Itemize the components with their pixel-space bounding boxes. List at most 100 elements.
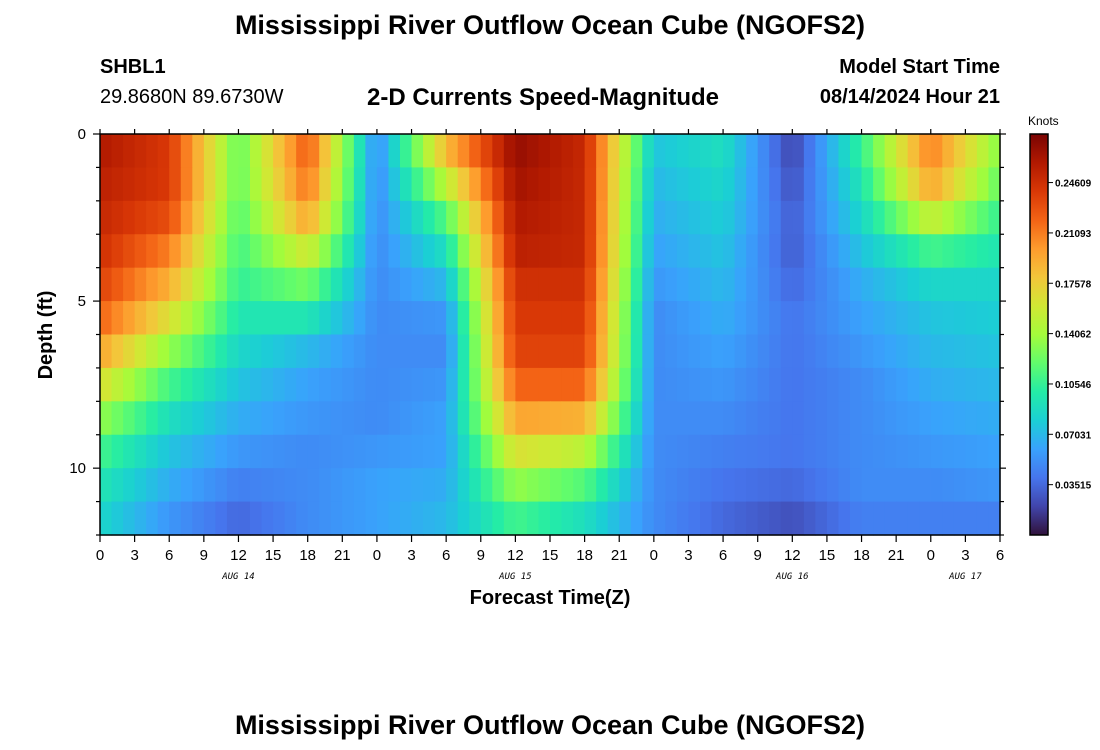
heatmap-cell — [192, 334, 205, 369]
heatmap-cell — [550, 434, 563, 469]
heatmap-cell — [584, 301, 597, 336]
heatmap-cell — [215, 267, 228, 302]
heatmap-cell — [676, 267, 690, 302]
heatmap-cell — [134, 301, 147, 336]
heatmap-cell — [365, 501, 378, 536]
chart-subtitle: 2-D Currents Speed-Magnitude — [367, 84, 720, 111]
heatmap-cell — [953, 134, 966, 169]
heatmap-cell — [930, 334, 943, 369]
heatmap-cell — [307, 434, 320, 469]
heatmap-cell — [503, 501, 516, 536]
heatmap-cell — [261, 334, 274, 369]
heatmap-cell — [180, 167, 193, 202]
heatmap-cell — [388, 468, 401, 503]
heatmap-cell — [873, 167, 886, 202]
heatmap-cell — [353, 334, 366, 369]
heatmap-cell — [503, 200, 516, 235]
heatmap-cell — [769, 267, 782, 302]
heatmap-cell — [815, 468, 828, 503]
heatmap-cell — [273, 367, 286, 402]
heatmap-cell — [884, 267, 897, 302]
heatmap-cell — [550, 167, 563, 202]
heatmap-cell — [976, 234, 990, 269]
heatmap-cell — [538, 367, 551, 402]
heatmap-cell — [215, 301, 228, 336]
heatmap-cell — [157, 234, 170, 269]
heatmap-cell — [780, 334, 793, 369]
heatmap-cell — [734, 501, 747, 536]
heatmap-cell — [619, 468, 632, 503]
heatmap-cell — [711, 200, 724, 235]
heatmap-cell — [319, 267, 332, 302]
heatmap-cell — [273, 234, 286, 269]
heatmap-cell — [861, 301, 874, 336]
heatmap-cell — [792, 468, 805, 503]
heatmap-cell — [192, 301, 205, 336]
heatmap-cell — [976, 501, 990, 536]
heatmap-cell — [515, 167, 528, 202]
heatmap-cell — [192, 134, 205, 169]
heatmap-cell — [642, 434, 655, 469]
heatmap-cell — [757, 267, 770, 302]
heatmap-cell — [376, 468, 390, 503]
heatmap-cell — [700, 434, 713, 469]
heatmap-cell — [826, 301, 840, 336]
heatmap-cell — [792, 367, 805, 402]
heatmap-cell — [953, 401, 966, 436]
heatmap-cell — [607, 434, 620, 469]
colorbar-tick-label: 0.07031 — [1055, 430, 1092, 441]
heatmap-cell — [146, 234, 159, 269]
heatmap-cell — [296, 501, 309, 536]
heatmap-cell — [376, 234, 390, 269]
heatmap-cell — [746, 334, 759, 369]
heatmap-cell — [307, 367, 320, 402]
heatmap-cell — [100, 234, 113, 269]
heatmap-cell — [284, 334, 297, 369]
heatmap-cell — [215, 468, 228, 503]
heatmap-cell — [296, 367, 309, 402]
heatmap-cell — [734, 167, 747, 202]
heatmap-cell — [157, 401, 170, 436]
heatmap-cell — [411, 468, 424, 503]
heatmap-cell — [342, 468, 355, 503]
heatmap-cell — [584, 167, 597, 202]
heatmap-cell — [965, 200, 978, 235]
heatmap-cell — [573, 234, 586, 269]
heatmap-cell — [988, 501, 1001, 536]
heatmap-cell — [642, 501, 655, 536]
heatmap-cell — [826, 401, 840, 436]
heatmap-cell — [273, 167, 286, 202]
heatmap-cell — [815, 334, 828, 369]
heatmap-cell — [250, 267, 263, 302]
heatmap-cell — [169, 234, 182, 269]
heatmap-cell — [203, 434, 216, 469]
heatmap-cell — [676, 334, 690, 369]
heatmap-cell — [584, 434, 597, 469]
heatmap-cell — [515, 434, 528, 469]
heatmap-cell — [965, 167, 978, 202]
heatmap-cell — [469, 501, 482, 536]
y-tick-label: 0 — [78, 126, 86, 143]
heatmap-cell — [826, 200, 840, 235]
heatmap-cell — [100, 501, 113, 536]
heatmap-cell — [919, 468, 932, 503]
heatmap-cell — [700, 367, 713, 402]
heatmap-cell — [930, 234, 943, 269]
x-tick-label: 18 — [576, 547, 593, 564]
y-axis-label: Depth (ft) — [35, 291, 57, 380]
heatmap-cell — [469, 401, 482, 436]
heatmap-cell — [757, 234, 770, 269]
heatmap-cell — [642, 367, 655, 402]
heatmap-cell — [700, 167, 713, 202]
heatmap-cell — [896, 267, 909, 302]
heatmap-cell — [942, 200, 955, 235]
heatmap-cell — [157, 200, 170, 235]
heatmap-cell — [157, 334, 170, 369]
heatmap-cell — [284, 501, 297, 536]
heatmap-cell — [861, 401, 874, 436]
heatmap-cell — [480, 334, 493, 369]
heatmap-cell — [111, 134, 124, 169]
heatmap-cell — [757, 200, 770, 235]
heatmap-cell — [676, 501, 690, 536]
heatmap-cell — [365, 367, 378, 402]
